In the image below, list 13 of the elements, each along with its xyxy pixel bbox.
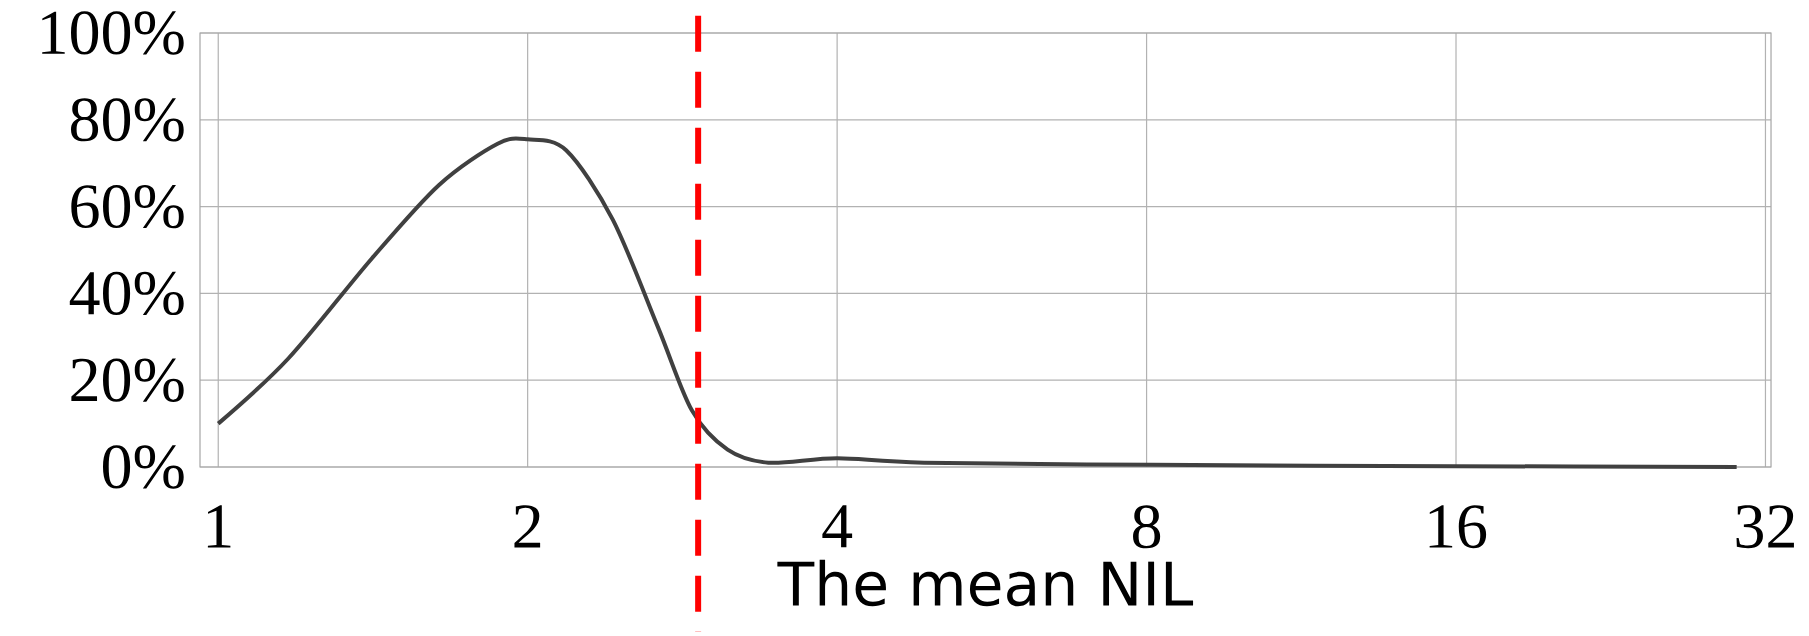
x-tick-label: 2 — [514, 505, 541, 548]
x-tick-label: 32 — [1736, 505, 1794, 549]
y-tick-label: 20% — [71, 358, 184, 402]
y-tick-label: 60% — [71, 184, 184, 229]
x-tick-label: 8 — [1133, 505, 1161, 549]
y-tick-label: 100% — [42, 11, 184, 55]
y-tick-label: 0% — [103, 445, 184, 489]
x-tick-label: 4 — [822, 505, 853, 548]
y-tick-label: 40% — [69, 271, 184, 316]
x-tick-label: 1 — [207, 505, 231, 548]
y-tick-label: 80% — [71, 98, 184, 142]
x-tick-label: 16 — [1429, 505, 1487, 549]
x-axis-title: The mean NIL — [777, 559, 1194, 607]
